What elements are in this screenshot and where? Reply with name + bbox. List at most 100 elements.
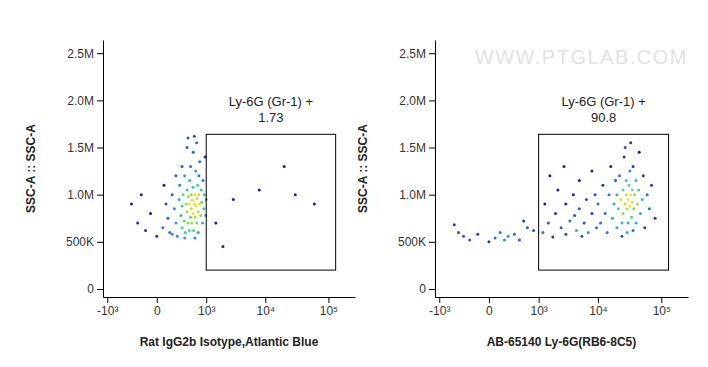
event-point xyxy=(188,203,191,206)
event-point xyxy=(200,188,203,191)
tick-label: 10⁴ xyxy=(257,304,276,318)
tick: 1.0M xyxy=(67,188,103,202)
event-point xyxy=(168,231,171,234)
event-point xyxy=(191,199,194,202)
event-point xyxy=(614,179,617,182)
axis-line xyxy=(436,297,689,298)
event-point xyxy=(572,193,575,196)
event-point xyxy=(648,207,651,210)
event-point xyxy=(186,210,189,213)
tick-label: 500K xyxy=(398,235,426,249)
event-point xyxy=(190,207,193,210)
event-point xyxy=(186,188,189,191)
tick-mark xyxy=(429,100,435,101)
tick-label: 0 xyxy=(419,282,426,296)
event-point xyxy=(181,226,184,229)
event-point xyxy=(624,146,627,149)
event-point xyxy=(462,235,465,238)
tick: 0 xyxy=(87,282,103,296)
event-point xyxy=(181,204,184,207)
tick: -10³ xyxy=(429,297,450,318)
tick-label: 2.5M xyxy=(399,47,426,61)
event-point xyxy=(140,193,143,196)
event-point xyxy=(628,170,631,173)
event-point xyxy=(628,204,631,207)
event-point xyxy=(619,198,622,201)
tick-label: 2.5M xyxy=(67,47,94,61)
event-point xyxy=(641,198,644,201)
event-point xyxy=(578,207,581,210)
event-point xyxy=(590,170,593,173)
event-point xyxy=(188,229,191,232)
tick-mark xyxy=(97,289,103,290)
event-point xyxy=(625,193,628,196)
event-point xyxy=(194,216,197,219)
plot-area xyxy=(130,134,336,270)
event-point xyxy=(198,160,201,163)
event-point xyxy=(601,184,604,187)
tick: 2.5M xyxy=(67,47,103,61)
event-point xyxy=(620,221,623,224)
axis-line xyxy=(104,297,356,298)
event-point xyxy=(629,141,632,144)
tick-mark xyxy=(661,297,662,303)
event-point xyxy=(195,141,198,144)
tick-label: -10³ xyxy=(97,304,118,318)
tick-mark xyxy=(489,297,490,303)
event-point xyxy=(188,179,191,182)
event-point xyxy=(184,231,187,234)
y-axis-title: SSC-A :: SSC-A xyxy=(24,124,38,213)
event-point xyxy=(453,223,456,226)
event-point xyxy=(596,203,599,206)
tick-mark xyxy=(206,297,207,303)
event-point xyxy=(186,137,189,140)
event-point xyxy=(624,203,627,206)
event-point xyxy=(191,186,194,189)
x-axis-title: Rat IgG2b Isotype,Atlantic Blue xyxy=(140,335,319,349)
event-point xyxy=(626,207,629,210)
tick-label: 10⁴ xyxy=(589,304,608,318)
tick-mark xyxy=(157,297,158,303)
gate-percent: 1.73 xyxy=(258,110,283,125)
event-point xyxy=(618,174,621,177)
tick-label: 500K xyxy=(66,235,94,249)
event-point xyxy=(543,203,546,206)
event-point xyxy=(499,231,502,234)
gate xyxy=(206,134,335,270)
event-point xyxy=(627,221,630,224)
event-point xyxy=(556,188,559,191)
gate-label: Ly-6G (Gr-1) + xyxy=(229,94,313,109)
event-point xyxy=(599,221,602,224)
tick: 0 xyxy=(154,297,161,318)
event-point xyxy=(173,207,176,210)
event-point xyxy=(625,179,628,182)
event-point xyxy=(174,221,177,224)
event-point xyxy=(554,212,557,215)
event-point xyxy=(585,198,588,201)
event-point xyxy=(541,231,544,234)
event-point xyxy=(646,193,649,196)
event-point xyxy=(507,235,510,238)
tick-label: 1.5M xyxy=(67,141,94,155)
tick-mark xyxy=(429,195,435,196)
y-axis-title: SSC-A :: SSC-A xyxy=(356,124,370,213)
tick-mark xyxy=(598,297,599,303)
event-point xyxy=(171,193,174,196)
event-point xyxy=(190,221,193,224)
axis-line xyxy=(435,41,436,298)
event-point xyxy=(563,165,566,168)
event-point xyxy=(583,221,586,224)
event-point xyxy=(594,193,597,196)
event-point xyxy=(630,216,633,219)
event-point xyxy=(494,237,497,240)
event-point xyxy=(654,217,657,220)
tick: 10⁵ xyxy=(653,297,671,318)
event-point xyxy=(196,184,199,187)
event-point xyxy=(573,214,576,217)
y-axis: 0500K1.0M1.5M2.0M2.5M xyxy=(398,41,436,298)
tick-label: 10³ xyxy=(198,304,215,318)
event-point xyxy=(637,188,640,191)
tick: -10³ xyxy=(97,297,118,318)
event-point xyxy=(194,193,197,196)
event-point xyxy=(183,237,186,240)
